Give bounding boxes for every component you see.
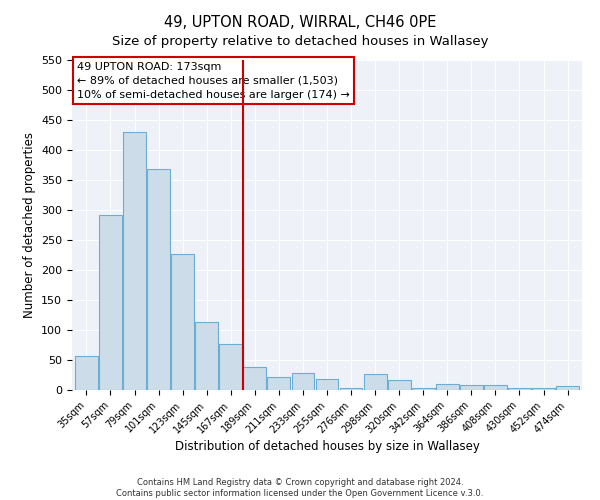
Y-axis label: Number of detached properties: Number of detached properties xyxy=(23,132,35,318)
X-axis label: Distribution of detached houses by size in Wallasey: Distribution of detached houses by size … xyxy=(175,440,479,454)
Text: 49, UPTON ROAD, WIRRAL, CH46 0PE: 49, UPTON ROAD, WIRRAL, CH46 0PE xyxy=(164,15,436,30)
Text: Contains HM Land Registry data © Crown copyright and database right 2024.
Contai: Contains HM Land Registry data © Crown c… xyxy=(116,478,484,498)
Bar xyxy=(99,215,122,390)
Text: 49 UPTON ROAD: 173sqm
← 89% of detached houses are smaller (1,503)
10% of semi-d: 49 UPTON ROAD: 173sqm ← 89% of detached … xyxy=(77,62,350,100)
Text: Size of property relative to detached houses in Wallasey: Size of property relative to detached ho… xyxy=(112,35,488,48)
Bar xyxy=(484,385,507,390)
Bar xyxy=(340,388,362,390)
Bar xyxy=(75,356,98,390)
Bar xyxy=(412,388,434,390)
Bar xyxy=(195,322,218,390)
Bar xyxy=(508,388,531,390)
Bar xyxy=(436,384,459,390)
Bar xyxy=(556,386,579,390)
Bar xyxy=(532,388,555,390)
Bar xyxy=(460,384,483,390)
Bar xyxy=(147,169,170,390)
Bar xyxy=(316,379,338,390)
Bar xyxy=(268,378,290,390)
Bar xyxy=(364,374,386,390)
Bar xyxy=(123,132,146,390)
Bar xyxy=(244,367,266,390)
Bar xyxy=(220,344,242,390)
Bar xyxy=(171,254,194,390)
Bar xyxy=(292,372,314,390)
Bar xyxy=(388,380,410,390)
